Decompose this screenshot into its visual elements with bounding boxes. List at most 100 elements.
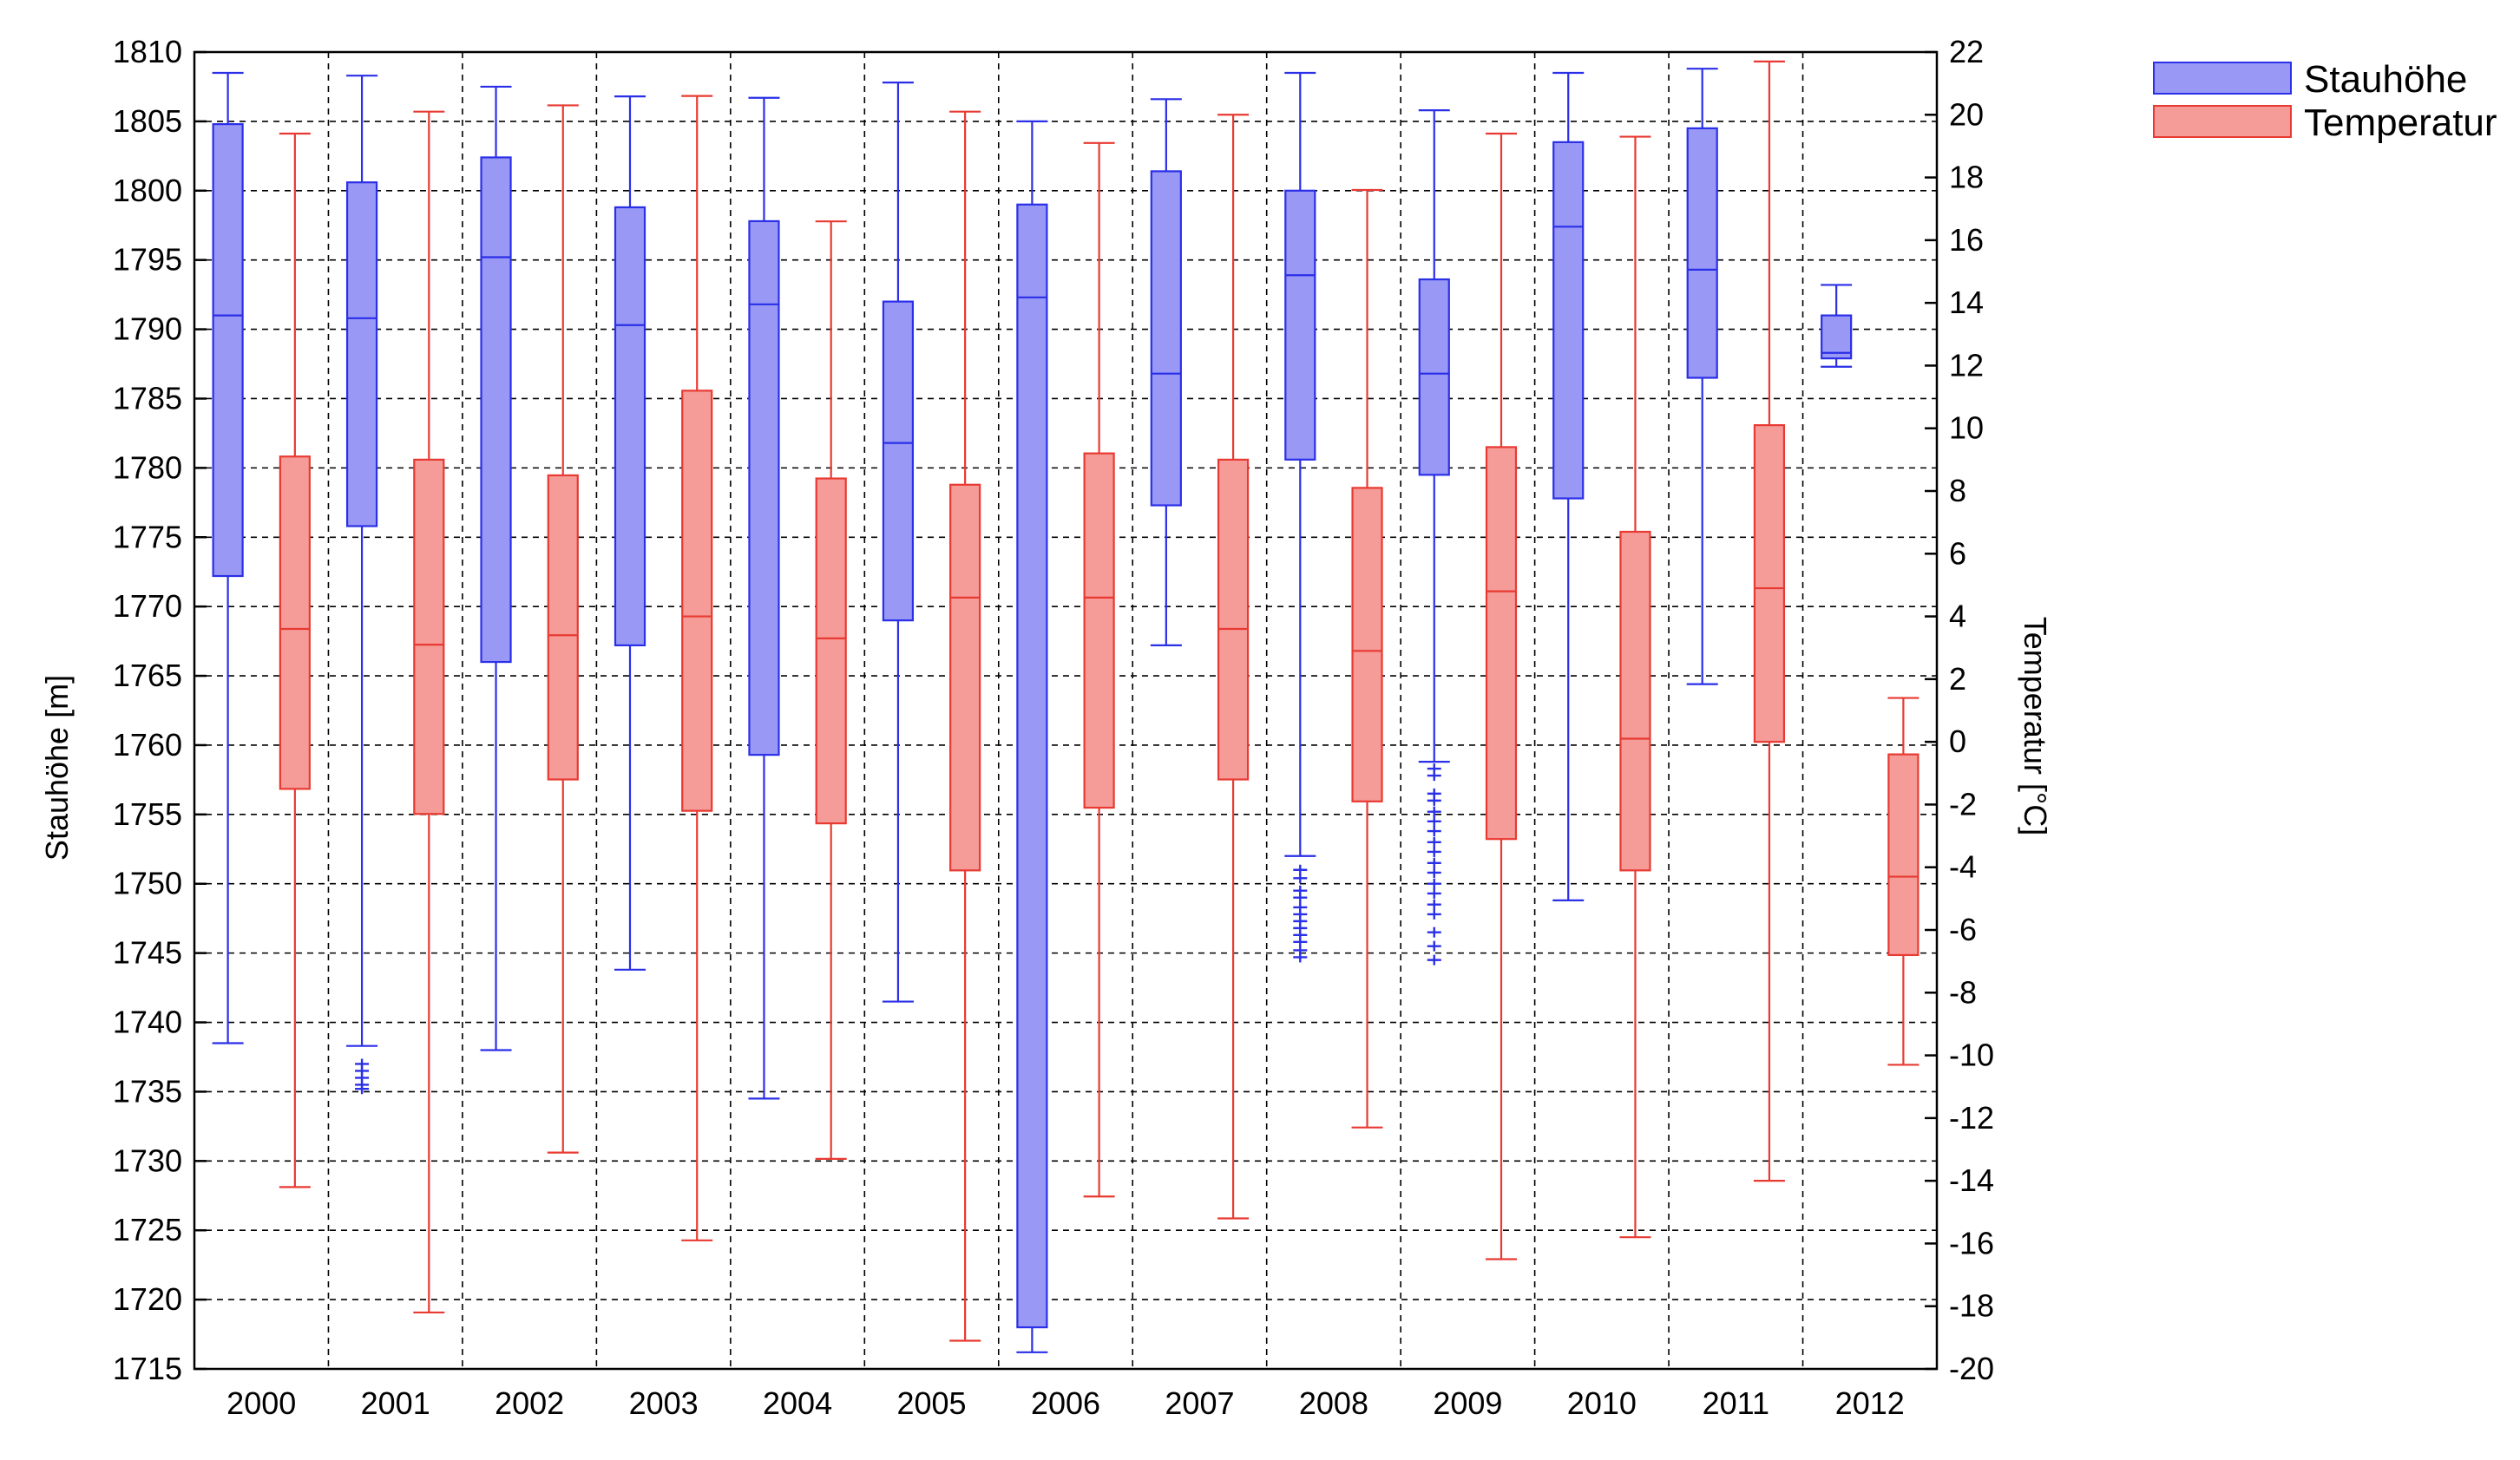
outlier-Stauhöhe-2001-4 (355, 1084, 370, 1095)
y-left-tick-9: 1760 (113, 727, 182, 763)
y-left-tick-7: 1750 (113, 866, 182, 901)
y-left-tick-8: 1755 (113, 796, 182, 832)
box-Temperatur-2011 (1753, 424, 1786, 743)
box-Stauhöhe-2011 (1686, 127, 1718, 379)
box-Stauhöhe-2001 (345, 181, 378, 527)
box-Temperatur-2012 (1887, 753, 1920, 957)
box-Temperatur-2006 (1083, 452, 1115, 809)
y-left-tick-5: 1740 (113, 1005, 182, 1040)
y-axis-right-title: Temperatur [°C] (2018, 617, 2053, 835)
y-right-tick-19: 18 (1949, 160, 1984, 195)
y-right-tick-9: -2 (1949, 786, 1977, 822)
outlier-Stauhöhe-2008-11 (1293, 952, 1308, 963)
y-left-tick-19: 1810 (113, 34, 182, 69)
y-left-tick-15: 1790 (113, 311, 182, 347)
legend-swatch-temperatur (2153, 105, 2292, 138)
legend-label-stauhoehe: Stauhöhe (2304, 58, 2467, 101)
box-Stauhöhe-2008 (1284, 189, 1316, 461)
x-tick-2009: 2009 (1433, 1385, 1502, 1421)
y-right-tick-0: -20 (1949, 1351, 1994, 1386)
legend-swatch-stauhoehe (2153, 62, 2292, 95)
box-Stauhöhe-2012 (1821, 314, 1853, 360)
y-right-tick-18: 16 (1949, 222, 1984, 258)
x-tick-2012: 2012 (1835, 1385, 1905, 1421)
outlier-Stauhöhe-2009-5 (1427, 815, 1441, 827)
outlier-Stauhöhe-2009-16 (1427, 940, 1441, 952)
outlier-Stauhöhe-2009-3 (1427, 795, 1441, 806)
y-left-tick-16: 1795 (113, 242, 182, 278)
tick-labels: 1715 1720 1725 1730 1735 1740 1745 1750 1755 1760… (113, 34, 1994, 1421)
outlier-Stauhöhe-2009-15 (1427, 926, 1441, 938)
y-right-tick-20: 20 (1949, 96, 1984, 132)
plot-frame (193, 50, 1939, 1371)
y-right-tick-3: -14 (1949, 1162, 1994, 1198)
y-right-tick-11: 2 (1949, 661, 1966, 697)
outlier-Stauhöhe-2009-9 (1427, 857, 1441, 868)
y-left-tick-0: 1715 (113, 1351, 182, 1386)
y-left-tick-14: 1785 (113, 380, 182, 416)
gridlines (194, 52, 1937, 1369)
y-left-tick-11: 1770 (113, 588, 182, 624)
y-right-tick-2: -16 (1949, 1225, 1994, 1260)
y-left-tick-10: 1765 (113, 658, 182, 693)
y-left-tick-18: 1805 (113, 103, 182, 139)
plot-border (193, 50, 1939, 1371)
y-left-tick-6: 1745 (113, 935, 182, 971)
x-tick-2008: 2008 (1299, 1385, 1368, 1421)
box-Stauhöhe-2007 (1150, 170, 1182, 507)
y-right-tick-17: 14 (1949, 285, 1984, 320)
y-right-tick-13: 6 (1949, 535, 1966, 571)
x-tick-2006: 2006 (1031, 1385, 1100, 1421)
outlier-Stauhöhe-2009-7 (1427, 836, 1441, 848)
y-left-tick-1: 1720 (113, 1281, 182, 1317)
y-right-tick-8: -4 (1949, 849, 1977, 885)
y-left-tick-13: 1780 (113, 449, 182, 485)
y-left-tick-12: 1775 (113, 519, 182, 554)
x-tick-2000: 2000 (226, 1385, 296, 1421)
x-tick-2010: 2010 (1567, 1385, 1637, 1421)
y-left-tick-2: 1725 (113, 1212, 182, 1247)
box-Temperatur-2002 (547, 474, 579, 781)
x-tick-2002: 2002 (495, 1385, 564, 1421)
box-Temperatur-2003 (681, 390, 713, 812)
box-Stauhöhe-2005 (882, 300, 915, 622)
legend: Stauhöhe Temperatur (2153, 58, 2497, 144)
outlier-Stauhöhe-2009-4 (1427, 806, 1441, 817)
outlier-Stauhöhe-2009-17 (1427, 954, 1441, 966)
y-right-tick-1: -18 (1949, 1288, 1994, 1324)
y-left-tick-4: 1735 (113, 1073, 182, 1109)
outlier-Stauhöhe-2008-3 (1293, 892, 1308, 903)
box-Temperatur-2005 (949, 483, 981, 872)
box-Stauhöhe-2010 (1552, 141, 1585, 500)
y-right-tick-6: -8 (1949, 974, 1977, 1010)
outlier-Stauhöhe-2009-14 (1427, 908, 1441, 920)
legend-item-temperatur: Temperatur (2153, 101, 2497, 144)
box-Stauhöhe-2006 (1016, 203, 1048, 1329)
x-tick-2001: 2001 (361, 1385, 430, 1421)
box-Temperatur-2007 (1217, 458, 1250, 781)
box-Stauhöhe-2003 (614, 206, 646, 646)
x-tick-2007: 2007 (1165, 1385, 1234, 1421)
box-Temperatur-2009 (1485, 446, 1518, 841)
outlier-Stauhöhe-2008-1 (1293, 873, 1308, 884)
outlier-Stauhöhe-2009-6 (1427, 826, 1441, 837)
y-right-tick-5: -10 (1949, 1038, 1994, 1073)
y-right-tick-16: 12 (1949, 347, 1984, 383)
y-axis-left-title: Stauhöhe [m] (39, 675, 75, 861)
x-tick-2003: 2003 (629, 1385, 699, 1421)
box-Stauhöhe-2000 (212, 122, 244, 578)
box-series (212, 60, 1920, 1353)
outlier-Stauhöhe-2009-12 (1427, 887, 1441, 899)
x-tick-2011: 2011 (1703, 1385, 1769, 1421)
box-Stauhöhe-2002 (480, 156, 512, 664)
x-tick-2005: 2005 (896, 1385, 966, 1421)
y-right-tick-4: -12 (1949, 1100, 1994, 1136)
outlier-Stauhöhe-2009-11 (1427, 878, 1441, 889)
box-Stauhöhe-2009 (1418, 278, 1450, 476)
outlier-Stauhöhe-2009-13 (1427, 899, 1441, 910)
y-right-tick-15: 10 (1949, 410, 1984, 446)
y-right-tick-14: 8 (1949, 473, 1966, 508)
x-tick-2004: 2004 (763, 1385, 832, 1421)
y-right-tick-21: 22 (1949, 34, 1984, 69)
